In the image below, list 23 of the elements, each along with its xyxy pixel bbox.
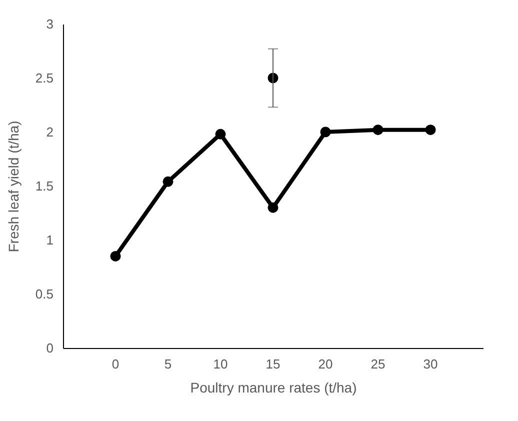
y-tick-label: 2: [46, 124, 54, 140]
point: [425, 124, 436, 136]
x-tick-label: 15: [266, 356, 280, 372]
point: [268, 202, 278, 213]
point: [162, 176, 174, 187]
y-tick-label: 3: [46, 16, 54, 32]
y-axis-title: Fresh leaf yield (t/ha): [5, 120, 22, 252]
point: [320, 126, 331, 138]
x-tick-label: 0: [112, 356, 120, 372]
y-tick-label: 1: [46, 232, 54, 248]
y-tick-label: 0.5: [35, 286, 54, 302]
x-tick-label: 5: [164, 356, 172, 372]
x-tick-label: 30: [423, 356, 438, 372]
point: [215, 128, 226, 140]
x-tick-label: 20: [318, 356, 333, 372]
x-axis-title: Poultry manure rates (t/ha): [190, 380, 357, 396]
y-tick-label: 2.5: [35, 70, 54, 86]
y-tick-label: 0: [46, 340, 54, 356]
x-tick-label: 10: [213, 356, 228, 372]
x-tick-label: 25: [370, 356, 386, 372]
y-tick-label: 1.5: [35, 178, 54, 194]
point: [372, 124, 384, 136]
point: [110, 250, 121, 262]
